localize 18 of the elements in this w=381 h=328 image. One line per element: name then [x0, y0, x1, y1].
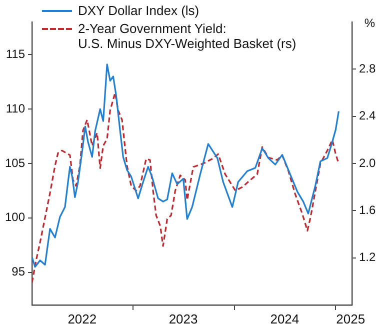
y-tick-label: 105	[4, 156, 26, 170]
x-tick-label: 2024	[270, 311, 300, 326]
y2-tick-label: 2.4	[359, 108, 376, 123]
line-series	[32, 92, 340, 284]
legend-label: 2-Year Government Yield: U.S. Minus DXY-Weighted Basket (rs)	[78, 21, 296, 51]
y-tick-label: 115	[6, 46, 26, 61]
y-tick-label: 110	[6, 101, 26, 116]
x-tick-label: 2025	[336, 311, 366, 326]
y2-tick-label: 2.0	[359, 156, 376, 170]
x-tick-label: 2023	[168, 311, 198, 326]
y2-tick-label: 1.6	[359, 202, 376, 217]
y2-tick-label: 2.8	[359, 61, 376, 76]
y2-tick-label: 1.2	[359, 250, 376, 264]
y-tick-label: 95	[12, 264, 26, 279]
legend-label: DXY Dollar Index (ls)	[78, 3, 200, 18]
y2-axis-title: %	[364, 16, 375, 30]
y-tick-label: 100	[4, 210, 26, 224]
x-tick-label: 2022	[68, 311, 97, 326]
